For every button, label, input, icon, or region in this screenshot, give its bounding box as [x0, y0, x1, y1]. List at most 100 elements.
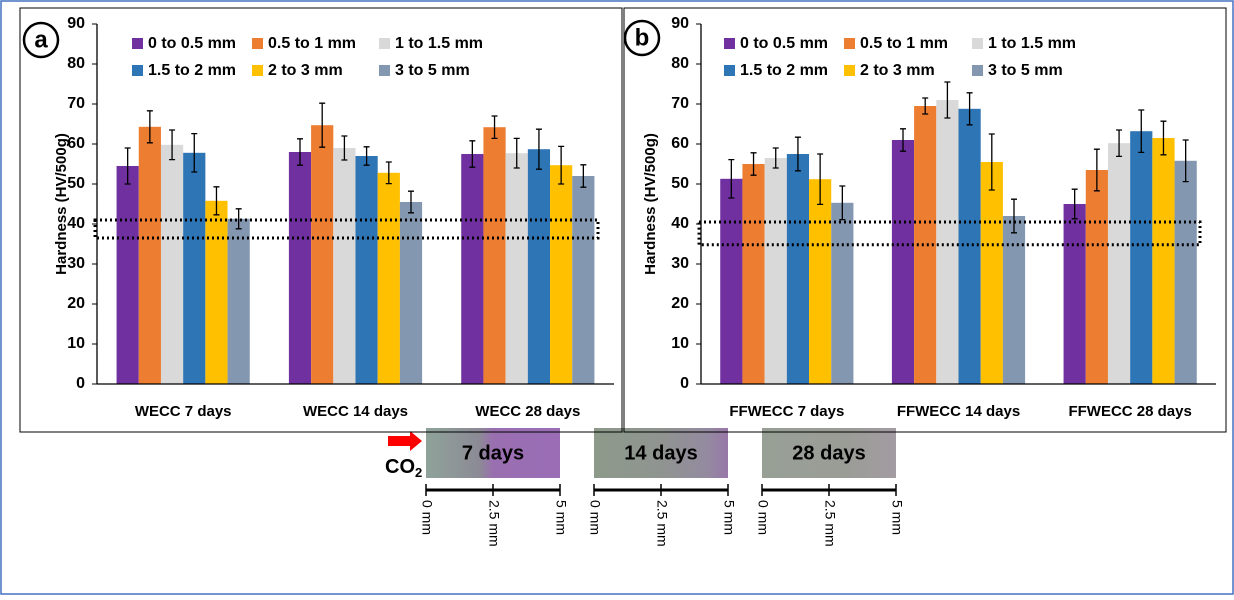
legend-swatch [724, 65, 735, 76]
chart-frame [623, 7, 1227, 433]
bar [355, 156, 378, 384]
error-bar [363, 146, 370, 166]
bar [116, 166, 139, 384]
error-bar [535, 128, 542, 170]
error-bar [169, 129, 176, 161]
error-bar [558, 145, 565, 185]
error-bar [408, 190, 414, 214]
legend-swatch [844, 38, 855, 49]
bar [1107, 143, 1131, 384]
sample-label: 14 days [624, 442, 697, 464]
legend-label: 3 to 5 mm [988, 62, 1063, 79]
scale-label: 0 mm [419, 500, 435, 535]
bar [786, 154, 810, 384]
y-tick-label: 70 [671, 95, 689, 112]
chart-frame [19, 7, 623, 433]
bar [288, 152, 312, 384]
legend-label: 0 to 0.5 mm [148, 35, 236, 52]
scale-label: 5 mm [889, 500, 905, 535]
sample-photo [426, 428, 560, 478]
scale-label: 0 mm [587, 500, 603, 535]
error-bar [817, 153, 824, 206]
scale-label: 2.5 mm [486, 500, 502, 547]
error-bar [728, 158, 735, 199]
error-bar [900, 128, 906, 152]
bar [1085, 170, 1108, 384]
error-bar [1160, 120, 1167, 156]
bar [958, 108, 981, 385]
bar [720, 178, 743, 384]
error-bar [385, 161, 392, 185]
panel-label: b [635, 24, 650, 51]
legend-swatch [844, 65, 855, 76]
error-bar [341, 135, 348, 161]
sample-label: 7 days [462, 442, 524, 464]
bar [809, 179, 832, 384]
x-tick-label: FFWECC 28 days [1068, 403, 1191, 420]
error-bar [213, 186, 220, 216]
legend-swatch [972, 65, 983, 76]
y-tick-label: 70 [67, 95, 85, 112]
error-bar [469, 140, 476, 168]
error-bar [1011, 198, 1017, 234]
error-bar [124, 147, 131, 185]
x-tick-label: FFWECC 7 days [729, 403, 844, 420]
panel-label: a [34, 26, 48, 53]
error-bar [1182, 139, 1189, 183]
legend-label: 0.5 to 1 mm [268, 35, 356, 52]
legend-swatch [379, 38, 390, 49]
panel-badge [623, 19, 661, 57]
error-bar [772, 147, 779, 169]
legend-label: 1.5 to 2 mm [740, 62, 828, 79]
bar [527, 149, 551, 384]
y-tick-label: 50 [671, 175, 689, 192]
bar [980, 162, 1003, 384]
bar [399, 202, 423, 384]
highlight-box [697, 220, 1202, 247]
y-tick-label: 90 [67, 15, 85, 32]
sample-photo [594, 428, 728, 478]
y-tick-label: 20 [671, 295, 689, 312]
y-tick-label: 50 [67, 175, 85, 192]
sample-photo [762, 428, 896, 478]
y-tick-label: 40 [67, 215, 85, 232]
legend-label: 3 to 5 mm [395, 62, 470, 79]
legend-swatch [724, 38, 735, 49]
y-tick-label: 60 [671, 135, 689, 152]
sample-label: 28 days [792, 442, 865, 464]
scale-label: 2.5 mm [654, 500, 670, 547]
error-bar [580, 164, 587, 188]
bar [311, 125, 334, 384]
scale-label: 0 mm [755, 500, 771, 535]
panel-badge [22, 21, 60, 59]
x-tick-label: WECC 7 days [135, 403, 232, 420]
bar [160, 144, 184, 384]
legend-swatch [379, 65, 390, 76]
y-axis-label: Hardness (HV/500g) [53, 133, 70, 275]
x-tick-label: WECC 14 days [303, 403, 408, 420]
error-bar [1116, 129, 1123, 158]
legend-swatch [132, 65, 143, 76]
error-bar [146, 110, 153, 144]
error-bar [191, 132, 198, 173]
x-tick-label: FFWECC 14 days [897, 403, 1020, 420]
legend-swatch [252, 65, 263, 76]
y-axis-label: Hardness (HV/500g) [642, 133, 659, 275]
bar [461, 154, 484, 384]
error-bar [750, 152, 757, 176]
error-bar [922, 97, 929, 115]
y-tick-label: 20 [67, 295, 85, 312]
legend-label: 0 to 0.5 mm [740, 35, 828, 52]
bar [227, 218, 250, 384]
bar [742, 164, 765, 384]
error-bar [319, 102, 326, 148]
legend-label: 2 to 3 mm [860, 62, 935, 79]
error-bar [297, 138, 303, 166]
co2-text: CO [385, 456, 415, 478]
bar [936, 100, 959, 384]
y-tick-label: 40 [671, 215, 689, 232]
error-bar [988, 133, 995, 191]
bar [1063, 204, 1086, 384]
legend-label: 0.5 to 1 mm [860, 35, 948, 52]
